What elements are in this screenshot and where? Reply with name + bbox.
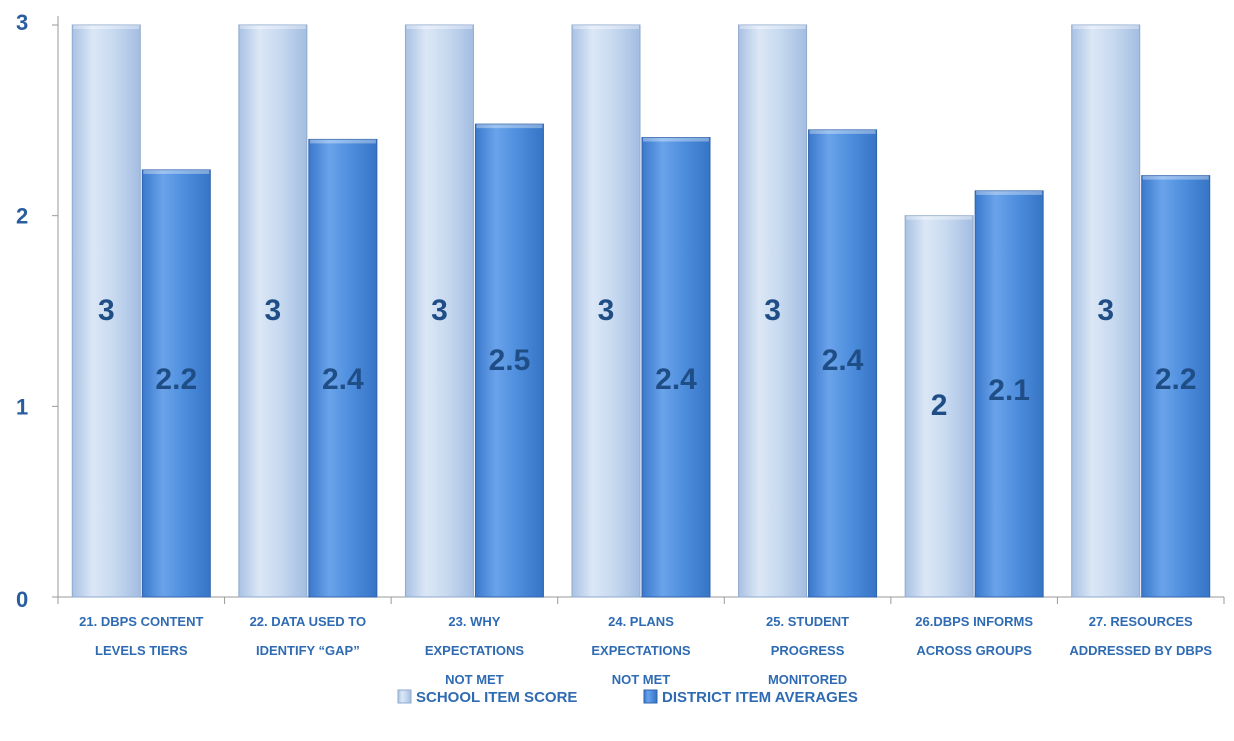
x-category-label: 22. DATA USED TO IDENTIFY “GAP” [250, 614, 367, 658]
school-score-label: 3 [764, 294, 781, 327]
district-average-bar [641, 136, 711, 598]
legend-school: SCHOOL ITEM SCORE [397, 689, 577, 706]
bar-top-bevel [476, 124, 543, 129]
legend-swatch [643, 689, 658, 704]
bar-top-bevel [143, 169, 210, 174]
bar-top-bevel [1072, 25, 1139, 29]
district-average-label: 2.1 [988, 374, 1030, 407]
school-score-bar [238, 24, 308, 598]
district-average-label: 2.4 [322, 363, 364, 396]
y-tick-label: 1 [16, 394, 28, 419]
bar-top-bevel [906, 215, 973, 220]
district-average-label: 2.2 [1155, 363, 1197, 396]
school-score-label: 3 [98, 294, 115, 327]
bar-top-bevel [309, 139, 376, 144]
x-category-label: 25. STUDENT PROGRESS MONITORED [766, 614, 849, 687]
legend-label: DISTRICT ITEM AVERAGES [662, 689, 858, 706]
legend-district: DISTRICT ITEM AVERAGES [643, 689, 858, 706]
y-tick-label: 2 [16, 204, 28, 229]
bar-top-bevel [739, 25, 806, 29]
school-score-bar [571, 24, 641, 598]
school-score-label: 2 [931, 389, 948, 422]
school-score-label: 3 [431, 294, 448, 327]
bar-top-bevel [1142, 175, 1209, 180]
district-average-bar [474, 123, 544, 598]
bar-top-bevel [239, 25, 306, 29]
school-score-bar [404, 24, 474, 598]
district-average-bar [808, 129, 878, 598]
district-average-label: 2.5 [489, 344, 531, 377]
school-score-bar [738, 24, 808, 598]
bar-top-bevel [573, 25, 639, 29]
school-score-bar [71, 24, 141, 598]
bar-top-bevel [73, 25, 140, 29]
school-score-label: 3 [1097, 294, 1114, 327]
legend-label: SCHOOL ITEM SCORE [416, 689, 577, 706]
school-score-bar [904, 215, 974, 598]
district-average-label: 2.4 [655, 363, 697, 396]
y-tick-label: 0 [16, 587, 28, 612]
school-score-bar [1071, 24, 1141, 598]
legend-swatch [397, 689, 412, 704]
school-score-label: 3 [265, 294, 282, 327]
district-average-bar [141, 169, 211, 598]
bar-top-bevel [809, 129, 876, 134]
district-average-bar [308, 138, 378, 598]
x-category-label: 27. RESOURCES ADDRESSED BY DBPS [1069, 614, 1212, 658]
bar-top-bevel [976, 190, 1043, 195]
x-category-label: 23. WHY EXPECTATIONS NOT MET [425, 614, 525, 687]
district-average-bar [974, 190, 1044, 598]
district-average-label: 2.4 [822, 344, 864, 377]
district-average-bar [1141, 175, 1211, 598]
bar-top-bevel [643, 137, 709, 142]
school-score-label: 3 [598, 294, 615, 327]
district-average-label: 2.2 [155, 363, 197, 396]
x-category-label: 26.DBPS INFORMS ACROSS GROUPS [915, 614, 1033, 658]
bar-top-bevel [406, 25, 473, 29]
x-category-label: 24. PLANS EXPECTATIONS NOT MET [591, 614, 691, 687]
y-tick-label: 3 [16, 10, 28, 35]
x-category-label: 21. DBPS CONTENT LEVELS TIERS [79, 614, 203, 658]
